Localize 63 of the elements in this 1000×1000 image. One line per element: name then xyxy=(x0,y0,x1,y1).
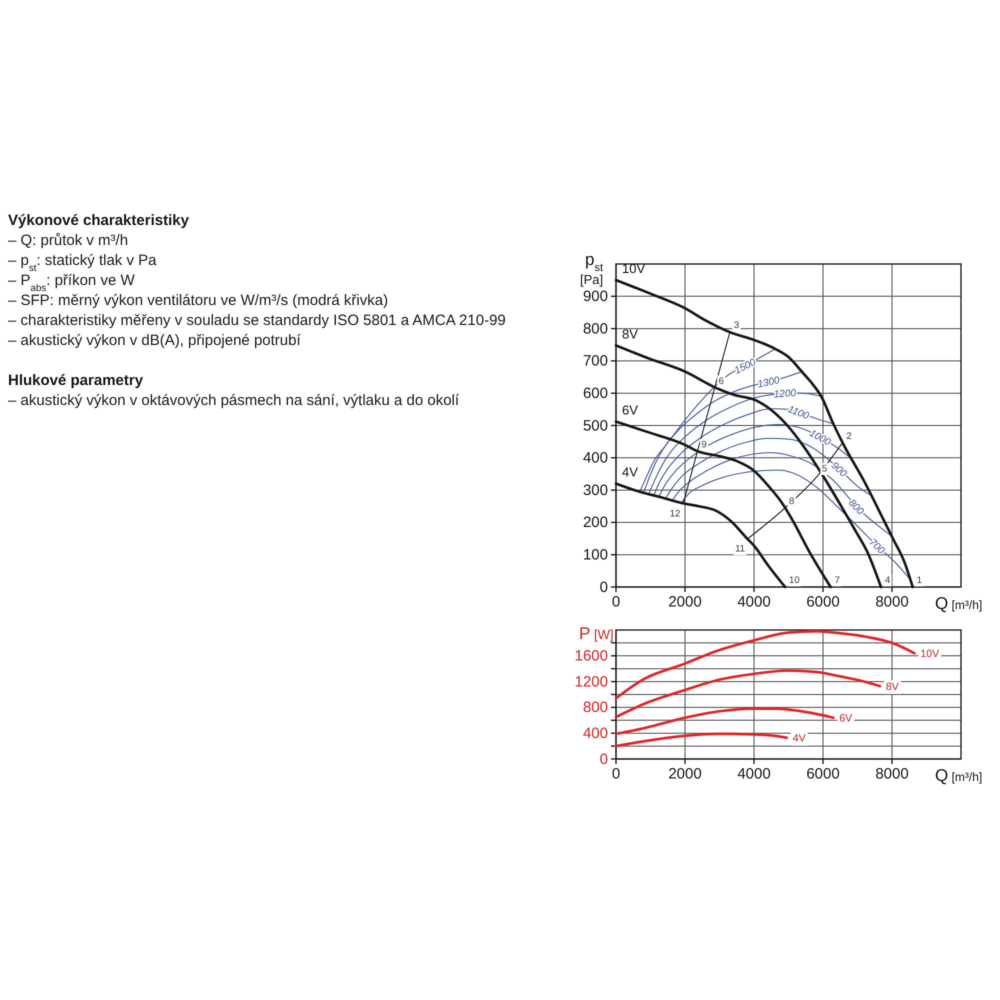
x-tick-label: 8000 xyxy=(875,594,909,611)
x-tick-label: 0 xyxy=(612,594,620,611)
x-tick-label: 2000 xyxy=(668,766,702,783)
text: – charakteristiky měřeny v souladu se standardy ISO 5801 a AMCA 210-99 xyxy=(8,312,506,329)
series-label: 6V xyxy=(839,712,852,725)
annotation: 7 xyxy=(834,575,840,586)
y-tick-label: 900 xyxy=(582,288,608,306)
text: 900 xyxy=(828,460,849,480)
text: Výkonové charakteristiky xyxy=(8,212,190,229)
y-tick-label: 500 xyxy=(582,417,608,434)
annotation: 9 xyxy=(701,439,707,450)
series-label: 6V xyxy=(622,402,638,418)
text: – SFP: měrný výkon ventilátoru ve W/m³/s (modrá křivka) xyxy=(8,292,388,309)
y-tick-label: 400 xyxy=(582,450,608,467)
y-tick-label: 800 xyxy=(582,699,608,716)
text: – akustický výkon v oktávových pásmech na sání, výtlaku a do okolí xyxy=(8,392,460,409)
y-tick-label: 1200 xyxy=(574,673,608,690)
series-label: 10V xyxy=(920,648,940,660)
y-axis-title: P [W] xyxy=(579,624,614,643)
y-axis-title: p$_{st}$ [Pa] xyxy=(580,250,604,287)
y-tick-label: 700 xyxy=(582,352,608,370)
y-tick-label: 800 xyxy=(582,320,608,338)
annotation: 11 xyxy=(735,544,745,555)
series-label: 4V xyxy=(622,464,638,480)
x-tick-label: 4000 xyxy=(737,594,771,611)
annotation: 2 xyxy=(846,430,852,442)
y-tick-label: 1600 xyxy=(574,648,608,665)
series-label: 4V xyxy=(792,732,806,745)
text: Hlukové parametry xyxy=(8,372,144,389)
text: 1000 xyxy=(807,428,833,449)
x-tick-label: 0 xyxy=(612,766,620,783)
annotation: 12 xyxy=(670,508,680,520)
y-tick-label: 600 xyxy=(582,385,608,402)
annotation: 6 xyxy=(718,376,724,388)
x-tick-label: 4000 xyxy=(737,766,771,783)
text: 1100 xyxy=(786,404,811,422)
annotation: 5 xyxy=(822,464,828,475)
text: – p$_{st}$: statický tlak v Pa xyxy=(8,252,158,274)
text: 700 xyxy=(866,537,887,557)
text: – Q: průtok v m³/h xyxy=(8,232,128,249)
y-tick-label: 300 xyxy=(582,482,608,499)
x-tick-label: 2000 xyxy=(668,594,702,611)
y-tick-label: 100 xyxy=(582,546,608,564)
annotation: 1 xyxy=(916,575,922,586)
annotation: 8 xyxy=(789,496,794,507)
x-tick-label: 6000 xyxy=(806,766,840,783)
series-label: 8V xyxy=(622,326,638,342)
y-tick-label: 400 xyxy=(582,725,608,742)
y-tick-label: 0 xyxy=(600,750,608,768)
text: 1500 xyxy=(732,356,758,377)
y-tick-label: 0 xyxy=(600,578,608,596)
x-tick-label: 8000 xyxy=(875,766,909,783)
series-label: 8V xyxy=(886,681,899,694)
x-axis-title: Q [m³/h] xyxy=(935,594,982,613)
text: – P$_{abs}$: příkon ve W xyxy=(8,272,136,294)
annotation: 10 xyxy=(789,575,800,586)
annotation: 3 xyxy=(734,320,740,332)
x-axis-title: Q [m³/h] xyxy=(935,766,982,785)
text: 800 xyxy=(846,498,866,518)
text: – akustický výkon v dB(A), připojené potrubí xyxy=(8,332,302,349)
x-tick-label: 6000 xyxy=(806,594,840,611)
annotation: 4 xyxy=(884,575,890,586)
y-tick-label: 200 xyxy=(582,514,608,532)
